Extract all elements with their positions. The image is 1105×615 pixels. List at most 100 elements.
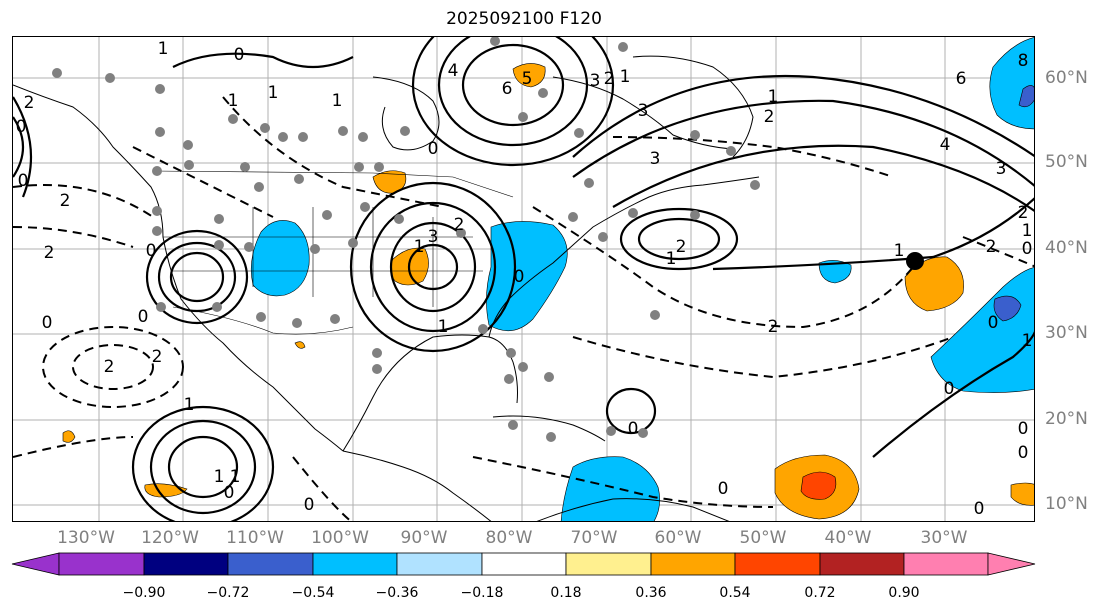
lon-label: 110°W [226,528,284,548]
map-panel: 1 0 1 2 1 1 0 4 6 5 3 2 1 3 2 1 0 8 6 4 … [12,36,1035,522]
colorbar-tick-label: 0.72 [804,585,836,601]
contour-label-east-zero: 0 [974,499,985,519]
contour-label: 3 [996,159,1007,179]
contour-label: 2 [1018,203,1029,223]
lat-label: 50°N [1045,152,1088,172]
contour-label: 0 [16,117,27,137]
solid-contours [13,37,1034,521]
dashed-atl-2 [572,336,954,379]
contour-label: 1 [414,237,425,257]
contour-labels: 1 0 1 2 1 1 0 4 6 5 3 2 1 3 2 1 0 8 6 4 … [16,39,1033,515]
neg-strong-ne-corner [1018,85,1034,108]
pos-strong-tropical-atl [800,471,837,500]
colorbar-swatch [903,552,989,576]
contour-label: 1 [620,67,631,87]
pos-dot-pacific [62,430,76,443]
contour-caribbean [605,387,657,435]
contour-label: 1 [268,83,279,103]
lat-label: 10°N [1045,494,1088,514]
station-dots [52,37,760,442]
lon-label: 120°W [141,528,199,548]
contour-label: 0 [234,45,245,65]
contour-label: 0 [514,267,525,287]
lat-label: 60°N [1045,68,1088,88]
contour-label: 2 [764,107,775,127]
dashed-west-low [42,326,184,408]
colorbar-tick-label: −0.54 [291,585,335,601]
contour-pacific-high [167,435,239,499]
dashed-east [962,236,1034,268]
map-canvas: 1 0 1 2 1 1 0 4 6 5 3 2 1 3 2 1 0 8 6 4 … [13,37,1034,521]
lon-label: 70°W [570,528,618,548]
dashed-south-1 [13,436,134,458]
colorbar-swatch [734,552,821,576]
dashed-tropics [472,456,774,508]
contour-label: 2 [24,93,35,113]
contour-label: 1 [438,317,449,337]
contour-top [172,52,354,69]
dashed-south-2 [292,456,353,521]
contour-atl-center [637,217,721,261]
south-america [536,498,730,521]
contour-label: 1 [768,87,779,107]
contour-label: 6 [956,69,967,89]
colorbar-swatch [396,552,483,576]
contour-label: 0 [944,379,955,399]
lon-label: 100°W [311,528,369,548]
contour-label: 5 [522,69,533,89]
contour-east-1 [712,197,1034,271]
gulf-coast [342,334,518,452]
contour-label: 1 [158,39,169,59]
hudson-bay [372,76,440,151]
colorbar-tick-label: 0.54 [719,585,751,601]
dashed-central-2 [132,146,274,218]
contour-label: 0 [304,495,315,515]
lon-label: 40°W [824,528,872,548]
cuba [492,415,606,442]
dashed-atl-1 [532,206,914,329]
neg-area-east [486,221,568,332]
contour-label: 4 [940,135,951,155]
contour-label: 2 [454,215,465,235]
dashed-central-1 [222,96,444,208]
colorbar-swatch [227,552,314,576]
shaded-fields [62,37,1034,521]
contour-label: 0 [1018,443,1029,463]
contour-label: 2 [676,237,687,257]
contour-label: 0 [1022,239,1033,259]
contour-label: 1 [1022,331,1033,351]
neg-area-caribbean [560,456,660,521]
contour-low-greatlakes [407,243,459,291]
central-america [342,450,492,521]
contour-label: 2 [60,191,71,211]
contour-label: 2 [604,69,615,89]
colorbar-tick-label: −0.36 [375,585,419,601]
contour-label: 0 [224,483,235,503]
contour-label: 1 [332,91,343,111]
coastlines [13,55,760,521]
contour-label: 1 [666,249,677,269]
contour-label: 8 [1018,51,1029,71]
pos-area-far-east [1010,482,1034,506]
colorbar-swatch [650,552,736,576]
contour-label: 2 [986,237,997,257]
contour-label: 0 [718,479,729,499]
highlight-marker [906,252,924,270]
contour-label: 0 [628,419,639,439]
jet-contour-1 [572,74,1034,158]
neg-area-plains [250,220,310,297]
colorbar-extend-high [987,552,1036,576]
contour-label: 0 [988,313,999,333]
lon-label: 50°W [739,528,787,548]
colorbar-tick-label: 0.90 [888,585,920,601]
lon-label: 130°W [57,528,115,548]
lon-label: 80°W [485,528,533,548]
jet-contour-2 [572,99,1034,187]
map-title: 2025092100 F120 [446,9,602,29]
colorbar-swatch [143,552,229,576]
jet-contour-3 [612,144,1034,212]
lon-label: 30°W [920,528,968,548]
colorbar-swatch [58,552,145,576]
contour-label: 2 [152,347,163,367]
contour-high-labrador [461,43,565,127]
